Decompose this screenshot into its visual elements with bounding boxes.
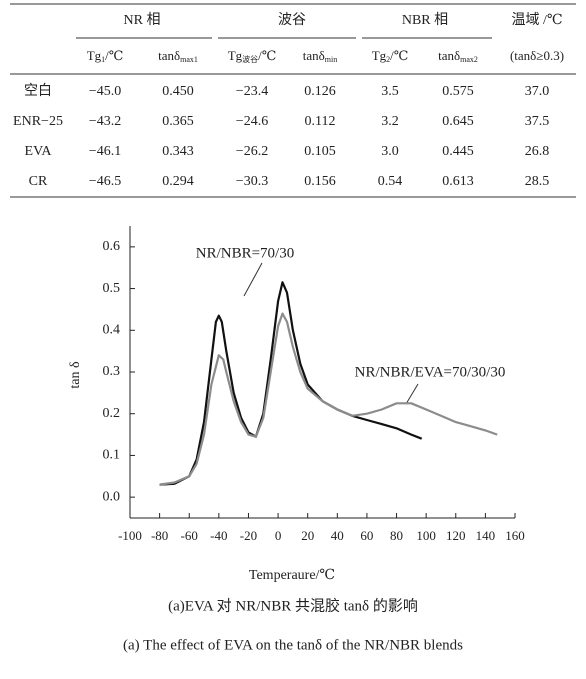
- table-cell: −46.5: [89, 174, 121, 189]
- table-cell: −23.4: [236, 84, 268, 99]
- column-header: tanδmax1: [158, 48, 198, 64]
- y-tick-label: 0.2: [103, 406, 121, 421]
- row-label: CR: [29, 174, 48, 189]
- header-sub: 波谷: [242, 54, 258, 64]
- column-header: Tg1/℃: [87, 48, 124, 64]
- table-cell: 3.0: [381, 144, 399, 159]
- table-cell: 0.343: [162, 144, 194, 159]
- row-label: ENR−25: [13, 114, 63, 129]
- table-cell: 0.450: [162, 84, 194, 99]
- table-cell: 37.0: [525, 84, 550, 99]
- caption-en: (a) The effect of EVA on the tanδ of the…: [123, 637, 463, 653]
- header-tail: /℃: [258, 48, 276, 63]
- table-cell: 0.294: [162, 174, 194, 189]
- table-cell: 3.2: [381, 114, 399, 129]
- column-header: tanδmax2: [438, 48, 478, 64]
- header-base: tanδ: [303, 48, 325, 63]
- annotation-pointer: [243, 262, 263, 297]
- header-base: Tg: [228, 48, 243, 63]
- header-tail: /℃: [105, 48, 123, 63]
- table-cell: 26.8: [525, 144, 550, 159]
- y-axis-label: tan δ: [68, 361, 83, 389]
- y-tick-label: 0.0: [103, 489, 121, 504]
- y-tick-label: 0.3: [103, 364, 121, 379]
- group-header: NR 相: [124, 12, 161, 28]
- series-annotation: NR/NBR/EVA=70/30/30: [355, 364, 506, 380]
- annotation-pointer: [405, 383, 419, 405]
- table-cell: 3.5: [381, 84, 399, 99]
- table-cell: −45.0: [89, 84, 121, 99]
- column-header: (tanδ≥0.3): [510, 48, 564, 63]
- table-cell: 0.112: [305, 114, 336, 129]
- x-tick-label: -20: [240, 528, 257, 543]
- series-line: [159, 312, 498, 486]
- x-tick-label: 40: [331, 528, 344, 543]
- y-tick-label: 0.4: [103, 323, 121, 338]
- table-cell: 37.5: [525, 114, 550, 129]
- group-header: NBR 相: [402, 12, 448, 28]
- header-base: Tg: [372, 48, 387, 63]
- x-axis-label: Temperaure/℃: [249, 568, 335, 583]
- table-cell: 28.5: [525, 174, 550, 189]
- table-cell: −26.2: [236, 144, 268, 159]
- table-cell: 0.156: [304, 174, 336, 189]
- header-sub: max1: [180, 55, 198, 64]
- x-tick-label: 80: [390, 528, 403, 543]
- header-sub: 2: [386, 55, 390, 64]
- x-tick-label: 60: [360, 528, 373, 543]
- header-tail: /℃: [390, 48, 408, 63]
- x-tick-label: 140: [476, 528, 496, 543]
- y-tick-label: 0.5: [103, 281, 121, 296]
- x-tick-label: 100: [416, 528, 436, 543]
- table-cell: 0.575: [442, 84, 474, 99]
- caption-zh: (a)EVA 对 NR/NBR 共混胶 tanδ 的影响: [168, 597, 418, 614]
- group-header: 温域 /℃: [511, 12, 562, 28]
- table-cell: 0.445: [442, 144, 474, 159]
- table-cell: 0.365: [162, 114, 194, 129]
- y-tick-label: 0.1: [103, 448, 121, 463]
- header-sub: min: [325, 55, 337, 64]
- header-base: Tg: [87, 48, 102, 63]
- x-tick-label: -100: [118, 528, 142, 543]
- table-cell: 0.105: [304, 144, 336, 159]
- group-header: 波谷: [278, 12, 306, 28]
- x-tick-label: 20: [301, 528, 314, 543]
- table-cell: 0.54: [378, 174, 403, 189]
- column-header: tanδmin: [303, 48, 337, 64]
- y-tick-label: 0.6: [103, 239, 121, 254]
- table-cell: 0.645: [442, 114, 474, 129]
- row-label: EVA: [25, 144, 53, 159]
- series-annotation: NR/NBR=70/30: [196, 245, 294, 261]
- column-header: Tg波谷/℃: [228, 48, 277, 64]
- table-cell: −30.3: [236, 174, 268, 189]
- x-tick-label: -80: [151, 528, 168, 543]
- table-cell: −24.6: [236, 114, 268, 129]
- header-base: tanδ: [438, 48, 460, 63]
- x-tick-label: -60: [181, 528, 198, 543]
- x-tick-label: 120: [446, 528, 466, 543]
- header-sub: 1: [101, 55, 105, 64]
- table-cell: −46.1: [89, 144, 121, 159]
- x-tick-label: 0: [275, 528, 282, 543]
- table-cell: 0.126: [304, 84, 336, 99]
- table-cell: −43.2: [89, 114, 121, 129]
- header-base: tanδ: [158, 48, 180, 63]
- x-tick-label: 160: [505, 528, 525, 543]
- table-cell: 0.613: [442, 174, 474, 189]
- header-sub: max2: [460, 55, 478, 64]
- column-header: Tg2/℃: [372, 48, 409, 64]
- row-label: 空白: [24, 83, 52, 99]
- x-tick-label: -40: [210, 528, 227, 543]
